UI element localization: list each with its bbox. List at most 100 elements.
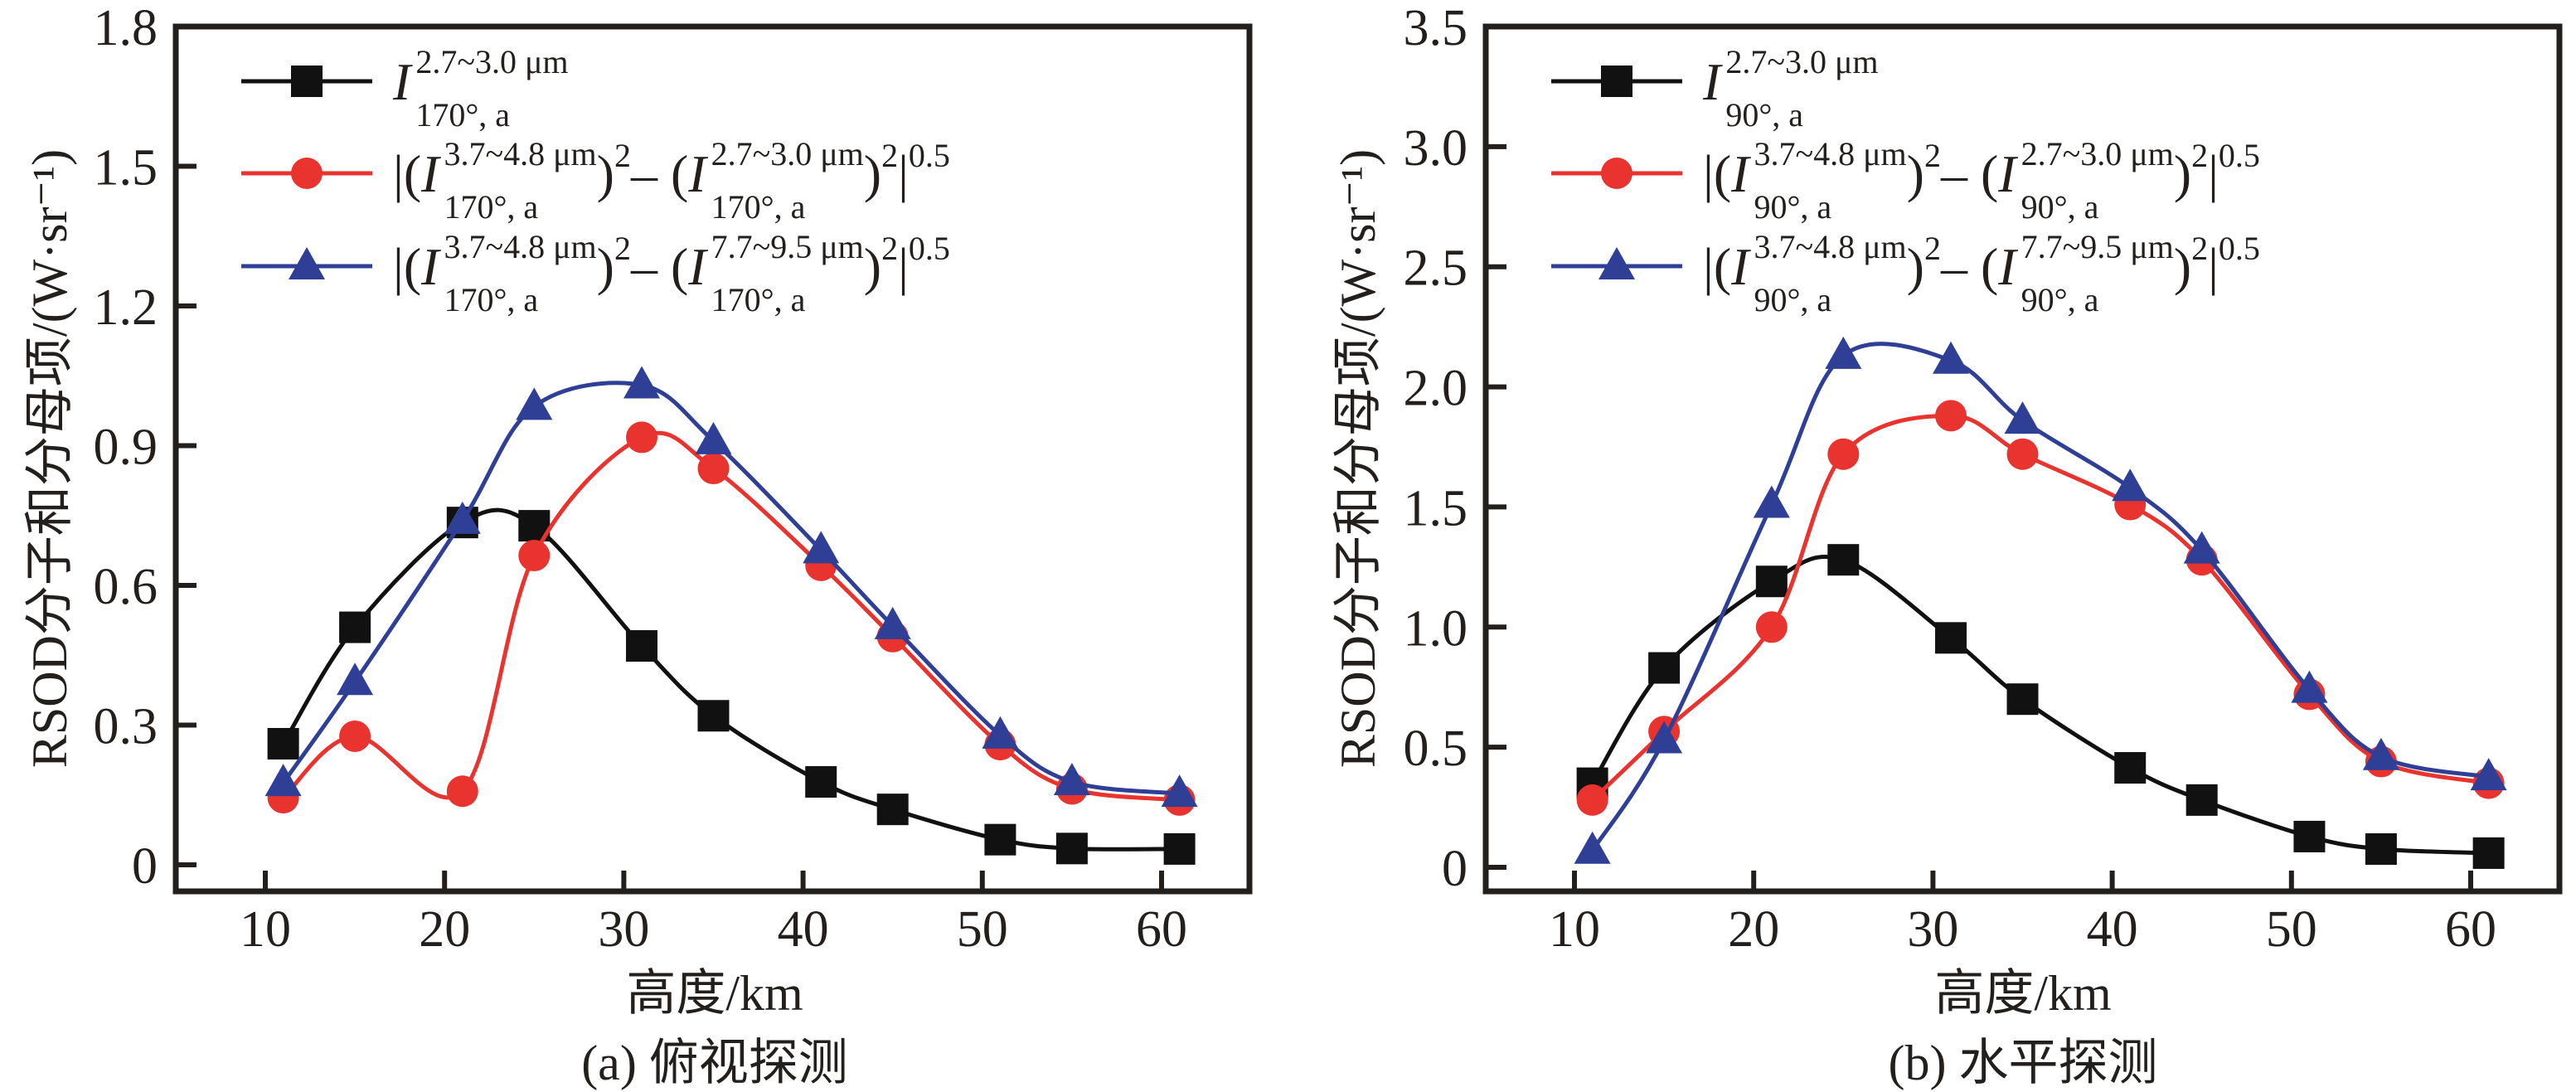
data-point — [2185, 784, 2218, 816]
data-point — [874, 606, 911, 639]
x-tick-label: 30 — [598, 901, 649, 958]
series-triangle — [264, 366, 1198, 808]
legend-superscript: 2.7~3.0 μm — [1725, 43, 1878, 80]
legend-marker — [1601, 66, 1632, 97]
legend-exponent: 0.5 — [2219, 230, 2260, 267]
legend-text-part: – ( — [1940, 144, 1998, 203]
x-tick-label: 50 — [957, 901, 1008, 958]
y-tick-label: 0.9 — [94, 420, 158, 476]
data-point — [264, 764, 302, 797]
y-tick-label: 1.8 — [94, 0, 158, 56]
data-point — [1827, 438, 1860, 470]
legend-exponent: 0.5 — [909, 137, 950, 174]
data-point — [1576, 784, 1608, 816]
data-point — [339, 720, 371, 752]
data-point — [339, 611, 371, 643]
data-point — [2114, 752, 2147, 784]
series-line — [1590, 342, 2490, 852]
legend-text-part: ) — [2174, 237, 2191, 296]
y-tick-label: 1.0 — [1404, 600, 1468, 657]
data-point — [2291, 670, 2328, 703]
x-tick-label: 40 — [2087, 901, 2138, 958]
x-tick-label: 20 — [1728, 901, 1779, 958]
y-tick-label: 0.5 — [1404, 721, 1468, 777]
data-point — [337, 662, 374, 696]
data-point — [446, 775, 478, 808]
legend-marker — [1598, 247, 1635, 279]
data-point — [626, 421, 658, 454]
data-point — [2006, 683, 2039, 716]
legend-subscript: 90°, a — [2021, 281, 2099, 318]
legend-text-part: ) — [2174, 144, 2191, 203]
data-point — [2365, 832, 2397, 865]
panel-b-horizontal-detection: RSOD分子和分母项/(W·sr⁻¹) 高度/km (b) 水平探测 0 0.5 1… — [1331, 0, 2563, 1090]
legend-text-part: |( — [393, 144, 421, 203]
legend-subscript: 90°, a — [1754, 281, 1831, 318]
x-axis-title: 高度/km — [626, 966, 803, 1021]
data-point — [2293, 820, 2326, 852]
y-tick-label: 3.5 — [1404, 0, 1468, 56]
legend-intensity-symbol: I — [1730, 237, 1751, 296]
x-tick-label: 60 — [2445, 901, 2496, 958]
legend-subscript: 90°, a — [1725, 96, 1803, 133]
series-square — [267, 507, 1196, 865]
plot-frame — [172, 23, 1253, 895]
x-tick-label: 10 — [240, 901, 291, 958]
data-point — [2183, 531, 2220, 564]
data-point — [1646, 721, 1683, 754]
data-point — [518, 540, 551, 572]
legend-text-part: ) — [1907, 144, 1924, 203]
legend-intensity-symbol: I — [1702, 52, 1723, 111]
y-tick-label: 2.0 — [1404, 361, 1468, 417]
data-point — [1933, 341, 1970, 374]
data-point — [697, 453, 730, 485]
data-point — [697, 700, 730, 732]
y-tick-label: 1.5 — [94, 140, 158, 197]
legend-intensity-symbol: I — [1997, 144, 2018, 203]
legend-marker — [1601, 158, 1632, 189]
data-point — [1825, 336, 1862, 369]
legend-superscript: 3.7~4.8 μm — [444, 228, 596, 265]
data-point — [1161, 774, 1198, 808]
legend-text-part: | — [898, 144, 909, 203]
y-tick-label: 1.2 — [94, 279, 158, 336]
y-tick-label: 0.3 — [94, 699, 158, 755]
legend-text-part: ) — [597, 237, 614, 296]
data-point — [2472, 837, 2505, 869]
data-point — [1755, 611, 1788, 643]
legend-intensity-symbol: I — [392, 52, 413, 111]
data-point — [1574, 831, 1611, 864]
legend-text-part: – ( — [630, 144, 688, 203]
legend-exponent: 2 — [2191, 230, 2208, 267]
x-tick-label: 50 — [2266, 901, 2317, 958]
x-axis-title: 高度/km — [1934, 966, 2111, 1021]
legend-exponent: 2 — [1924, 137, 1941, 174]
legend-intensity-symbol: I — [420, 237, 441, 296]
data-point — [267, 727, 299, 760]
data-point — [1755, 565, 1788, 598]
legend-text-part: |( — [1703, 144, 1731, 203]
legend-text-part: | — [2208, 144, 2219, 203]
x-tick-label: 30 — [1907, 901, 1958, 958]
y-tick-label: 2.5 — [1404, 240, 1468, 297]
series-line — [281, 507, 1180, 852]
series-square — [1576, 544, 2505, 869]
data-point — [1753, 485, 1790, 518]
series-circle — [267, 421, 1196, 816]
legend-exponent: 2 — [614, 137, 631, 174]
data-point — [1053, 763, 1090, 796]
legend-exponent: 2 — [614, 230, 631, 267]
data-point — [626, 630, 658, 662]
y-axis-title: RSOD分子和分母项/(W·sr⁻¹) — [1331, 149, 1385, 768]
data-point — [982, 716, 1019, 749]
panel-caption: (b) 水平探测 — [1889, 1036, 2158, 1090]
legend-subscript: 170°, a — [711, 281, 806, 318]
x-tick-label: 60 — [1136, 901, 1187, 958]
